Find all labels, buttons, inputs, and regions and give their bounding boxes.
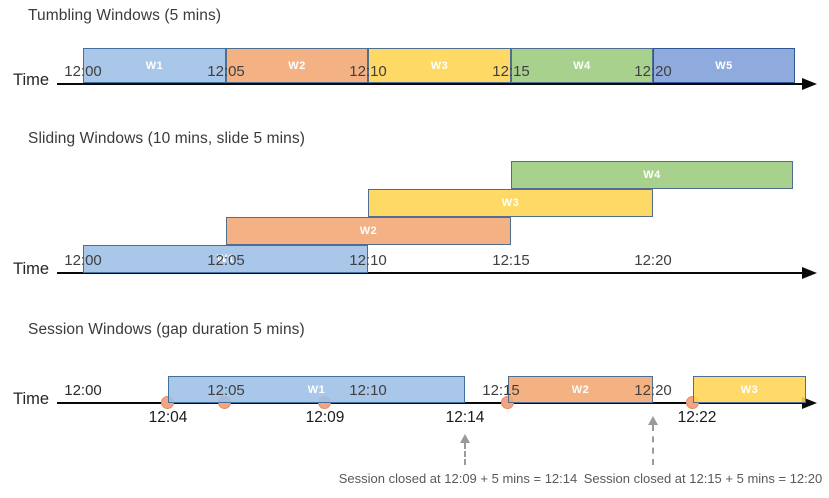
session-annotation: Session closed at 12:09 + 5 mins = 12:14 bbox=[338, 471, 578, 486]
session-title: Session Windows (gap duration 5 mins) bbox=[28, 321, 305, 338]
event-time-label: 12:04 bbox=[148, 409, 188, 426]
tick-label: 12:15 bbox=[492, 63, 530, 80]
tumbling-window-w5: W5 bbox=[653, 48, 795, 83]
sliding-timeline-arrowhead-icon bbox=[802, 267, 817, 279]
window-label: W1 bbox=[307, 383, 326, 396]
tick-label: 12:05 bbox=[207, 382, 245, 399]
tick-label: 12:20 bbox=[634, 382, 672, 399]
tumbling-window-w3: W3 bbox=[368, 48, 511, 83]
tick-label: 12:10 bbox=[349, 63, 387, 80]
tick-label: 12:05 bbox=[207, 252, 245, 269]
sliding-time-axis-label: Time bbox=[13, 260, 50, 278]
window-label: W2 bbox=[288, 59, 306, 72]
tumbling-window-w2: W2 bbox=[226, 48, 368, 83]
window-label: W3 bbox=[740, 383, 759, 396]
window-label: W1 bbox=[216, 253, 235, 265]
event-time-label: 12:22 bbox=[677, 409, 717, 426]
session-timeline bbox=[57, 402, 805, 404]
annotation-arrow-line bbox=[652, 425, 654, 465]
session-time-axis-label: Time bbox=[13, 390, 50, 408]
annotation-arrow-line bbox=[464, 443, 466, 465]
annotation-arrow-icon bbox=[648, 416, 658, 425]
window-label: W5 bbox=[715, 59, 733, 72]
window-label: W4 bbox=[573, 59, 591, 72]
tick-label: 12:15 bbox=[492, 252, 530, 269]
tumbling-window-w4: W4 bbox=[511, 48, 653, 83]
window-label: W4 bbox=[643, 169, 661, 181]
tumbling-window-w1: W1 bbox=[83, 48, 226, 83]
tumbling-timeline-arrowhead-icon bbox=[802, 78, 817, 90]
tick-label: 12:00 bbox=[64, 382, 102, 399]
sliding-timeline bbox=[57, 272, 805, 274]
window-label: W1 bbox=[145, 59, 164, 72]
sliding-title: Sliding Windows (10 mins, slide 5 mins) bbox=[28, 130, 305, 147]
window-label: W3 bbox=[501, 197, 520, 209]
session-window-w3: W3 bbox=[693, 376, 806, 403]
tick-label: 12:10 bbox=[349, 252, 387, 269]
event-time-label: 12:09 bbox=[305, 409, 345, 426]
session-window-w2: W2 bbox=[508, 376, 653, 403]
tick-label: 12:20 bbox=[634, 63, 672, 80]
tick-label: 12:10 bbox=[349, 382, 387, 399]
annotation-arrow-icon bbox=[460, 434, 470, 443]
tumbling-title: Tumbling Windows (5 mins) bbox=[28, 7, 222, 24]
sliding-window-w4: W4 bbox=[511, 161, 793, 189]
tick-label: 12:15 bbox=[482, 382, 520, 399]
sliding-window-w2: W2 bbox=[226, 217, 511, 245]
tumbling-time-axis-label: Time bbox=[13, 71, 50, 89]
tick-label: 12:00 bbox=[64, 63, 102, 80]
event-time-label: 12:14 bbox=[445, 409, 485, 426]
session-window-w1: W1 bbox=[168, 376, 465, 403]
sliding-window-w1: W1 bbox=[83, 245, 368, 273]
window-label: W3 bbox=[430, 59, 449, 72]
tumbling-timeline bbox=[57, 83, 805, 85]
tick-label: 12:00 bbox=[64, 252, 102, 269]
tick-label: 12:20 bbox=[634, 252, 672, 269]
session-annotation: Session closed at 12:15 + 5 mins = 12:20 bbox=[583, 471, 823, 486]
window-label: W2 bbox=[571, 383, 590, 396]
sliding-window-w3: W3 bbox=[368, 189, 653, 217]
window-label: W2 bbox=[359, 225, 378, 237]
tick-label: 12:05 bbox=[207, 63, 245, 80]
